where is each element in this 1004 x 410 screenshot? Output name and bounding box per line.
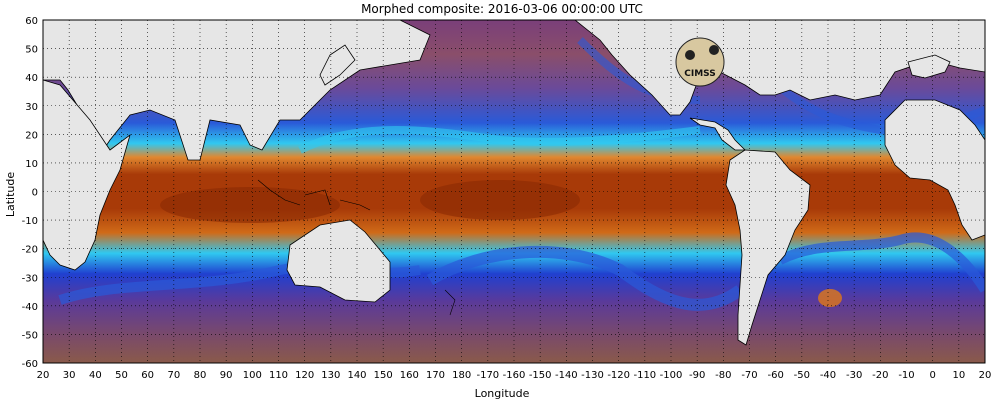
moisture-swirl xyxy=(818,289,842,307)
x-tick-label: -150 xyxy=(529,370,552,381)
land-europe-west xyxy=(907,54,951,79)
y-tick-label: 10 xyxy=(25,159,38,170)
x-tick-label: 90 xyxy=(220,370,233,381)
graticule xyxy=(43,20,985,363)
x-tick-label: 130 xyxy=(321,370,340,381)
moisture-core xyxy=(420,180,580,220)
moisture-plume xyxy=(426,245,744,311)
x-tick-label: 60 xyxy=(141,370,154,381)
x-tick-label: -160 xyxy=(503,370,526,381)
moisture-plume xyxy=(777,232,985,293)
moisture-core xyxy=(160,187,340,223)
x-tick-label: 140 xyxy=(347,370,366,381)
y-tick-label: -20 xyxy=(22,245,38,256)
x-tick-label: 100 xyxy=(243,370,262,381)
x-tick-label: 40 xyxy=(89,370,102,381)
x-tick-label: -70 xyxy=(741,370,757,381)
y-tick-label: 40 xyxy=(25,73,38,84)
y-tick-label: 60 xyxy=(25,16,38,27)
x-tick-label: -10 xyxy=(898,370,914,381)
x-tick-label: 110 xyxy=(269,370,288,381)
y-tick-label: -10 xyxy=(22,216,38,227)
x-tick-label: 30 xyxy=(63,370,76,381)
x-tick-label: -100 xyxy=(660,370,683,381)
x-tick-label: -110 xyxy=(633,370,656,381)
x-tick-label: -170 xyxy=(476,370,499,381)
land-borneo xyxy=(304,189,331,206)
y-tick-label: 30 xyxy=(25,102,38,113)
land-central-america xyxy=(689,117,746,151)
x-tick-label: -50 xyxy=(794,370,810,381)
x-tick-label: 70 xyxy=(167,370,180,381)
land-africa-west xyxy=(884,99,985,241)
x-tick-label: 120 xyxy=(295,370,314,381)
landmasses xyxy=(43,20,985,346)
y-tick-label: -40 xyxy=(22,302,38,313)
y-tick-label: 50 xyxy=(25,45,38,56)
land-africa-east xyxy=(43,79,131,271)
y-tick-label: -30 xyxy=(22,273,38,284)
x-tick-label: -60 xyxy=(767,370,783,381)
x-tick-label: -80 xyxy=(715,370,731,381)
x-tick-label: 20 xyxy=(979,370,992,381)
map-frame xyxy=(42,19,986,364)
land-new-guinea xyxy=(339,199,371,211)
x-tick-label: -40 xyxy=(820,370,836,381)
x-tick-label: 10 xyxy=(952,370,965,381)
x-tick-label: 80 xyxy=(194,370,207,381)
x-tick-label: 160 xyxy=(400,370,419,381)
land-sumatra xyxy=(257,179,301,206)
y-tick-label: 20 xyxy=(25,130,38,141)
x-tick-label: -130 xyxy=(581,370,604,381)
logo-text: CIMSS xyxy=(684,69,715,79)
cimss-logo: CIMSS xyxy=(675,37,725,87)
moisture-plume xyxy=(298,126,701,154)
map-title: Morphed composite: 2016-03-06 00:00:00 U… xyxy=(361,2,643,16)
x-tick-label: 20 xyxy=(37,370,50,381)
x-tick-label: -90 xyxy=(689,370,705,381)
x-axis-label: Longitude xyxy=(474,387,530,400)
x-tick-label: 0 xyxy=(929,370,935,381)
x-tick-label: -120 xyxy=(607,370,630,381)
x-tick-label: -140 xyxy=(555,370,578,381)
x-tick-label: 180 xyxy=(452,370,471,381)
y-tick-label: -60 xyxy=(22,359,38,370)
x-tick-label: -30 xyxy=(846,370,862,381)
y-axis-ticks: 60 50 40 30 20 10 0 -10 -20 -30 -40 -50 -60 xyxy=(22,16,38,370)
x-tick-label: 50 xyxy=(115,370,128,381)
x-axis-ticks: 20 30 40 50 60 70 80 90 100 110 120 130 140 150 160 170… xyxy=(37,370,992,381)
land-south-america xyxy=(725,149,811,346)
x-tick-label: 170 xyxy=(426,370,445,381)
land-australia xyxy=(286,219,391,303)
x-tick-label: 150 xyxy=(374,370,393,381)
y-tick-label: -50 xyxy=(22,330,38,341)
land-japan xyxy=(319,44,356,86)
islands xyxy=(257,179,456,316)
y-tick-label: 0 xyxy=(32,188,38,199)
x-tick-label: -20 xyxy=(872,370,888,381)
land-new-zealand xyxy=(444,289,456,316)
